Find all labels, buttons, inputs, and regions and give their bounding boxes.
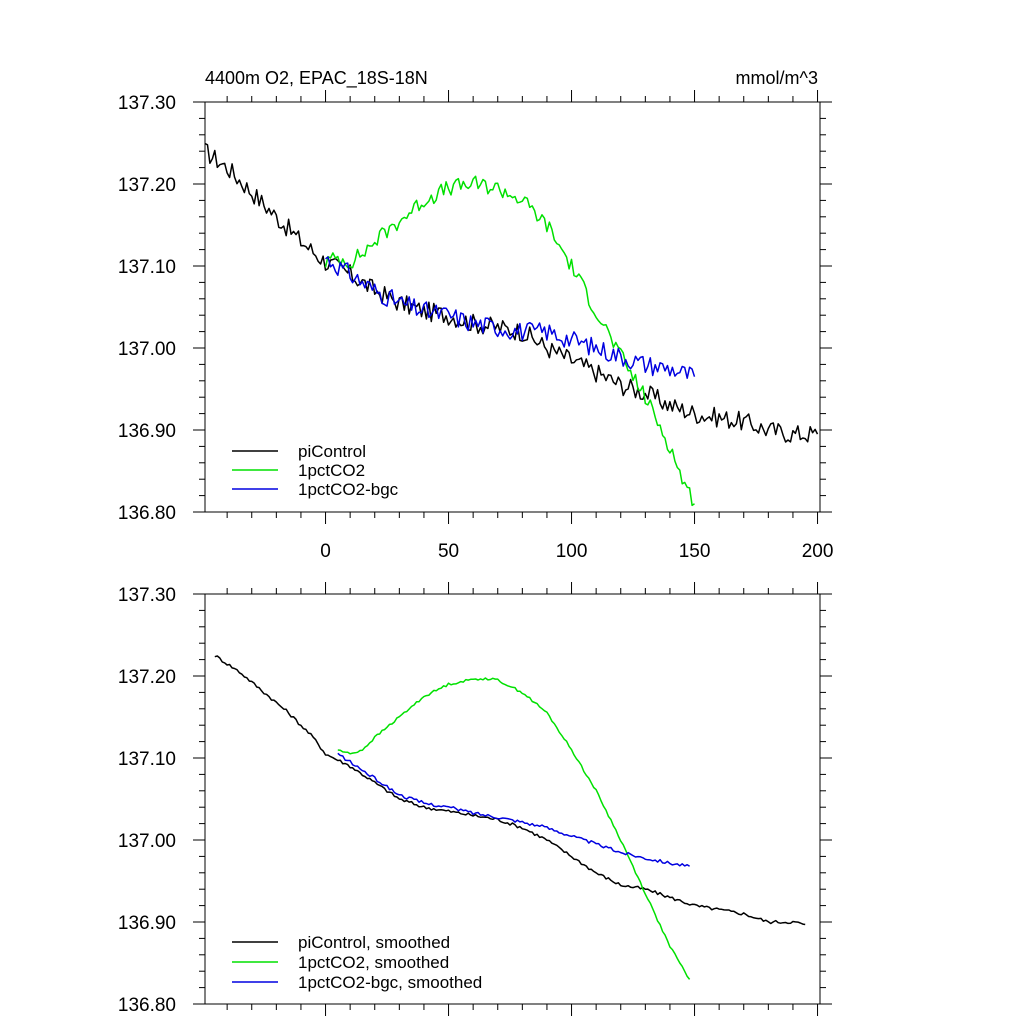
- y-tick-label: 137.20: [118, 667, 176, 688]
- y-tick-label: 137.30: [118, 585, 176, 606]
- legend-label: 1pctCO2-bgc: [298, 480, 399, 499]
- legend-label: piControl: [298, 442, 366, 461]
- legend-label: piControl, smoothed: [298, 933, 450, 952]
- units-label: mmol/m^3: [736, 68, 818, 88]
- axis-ticks: [193, 582, 832, 1016]
- x-tick-label: 50: [438, 541, 459, 562]
- data-series-group: [214, 655, 806, 980]
- bottom-chart-panel: 137.30 137.20 137.10 137.00 136.90 136.80 piC…: [118, 582, 832, 1016]
- plot-frame: [204, 101, 821, 513]
- y-tick-label: 137.00: [118, 831, 176, 852]
- series-line-picontrol-smoothed: [214, 655, 806, 926]
- y-tick-label: 137.10: [118, 257, 176, 278]
- legend-label: 1pctCO2, smoothed: [298, 953, 449, 972]
- y-tick-label: 137.00: [118, 339, 176, 360]
- data-series-group: [204, 142, 819, 507]
- y-tick-label: 136.80: [118, 995, 176, 1016]
- y-tick-label: 137.30: [118, 93, 176, 114]
- y-tick-label: 137.20: [118, 175, 176, 196]
- y-tick-label: 137.10: [118, 749, 176, 770]
- y-axis-labels: 137.30 137.20 137.10 137.00 136.90 136.80: [118, 93, 176, 524]
- x-tick-label: 200: [802, 541, 834, 562]
- top-chart-panel: 4400m O2, EPAC_18S-18N mmol/m^3 137.3013…: [118, 68, 834, 562]
- series-line-picontrol: [204, 142, 819, 443]
- y-tick-label: 136.90: [118, 421, 176, 442]
- series-line-1pctco2-smoothed: [337, 677, 691, 980]
- y-tick-label: 136.90: [118, 913, 176, 934]
- series-line-1pctco2-bgc-smoothed: [337, 752, 690, 867]
- legend-label: 1pctCO2: [298, 461, 365, 480]
- series-line-1pctco2-bgc: [325, 256, 696, 379]
- chart-title: 4400m O2, EPAC_18S-18N: [205, 68, 428, 89]
- x-tick-label: 100: [556, 541, 588, 562]
- series-line-1pctco2: [324, 175, 695, 507]
- x-tick-label: 0: [320, 541, 331, 562]
- y-axis-labels: 137.30 137.20 137.10 137.00 136.90 136.80: [118, 585, 176, 1016]
- x-tick-label: 150: [679, 541, 711, 562]
- y-tick-label: 136.80: [118, 503, 176, 524]
- legend-label: 1pctCO2-bgc, smoothed: [298, 973, 482, 992]
- axis-ticks: [193, 90, 832, 524]
- plot-frame: [204, 593, 821, 1005]
- x-axis-labels: 0 50 100 150 200: [320, 541, 833, 562]
